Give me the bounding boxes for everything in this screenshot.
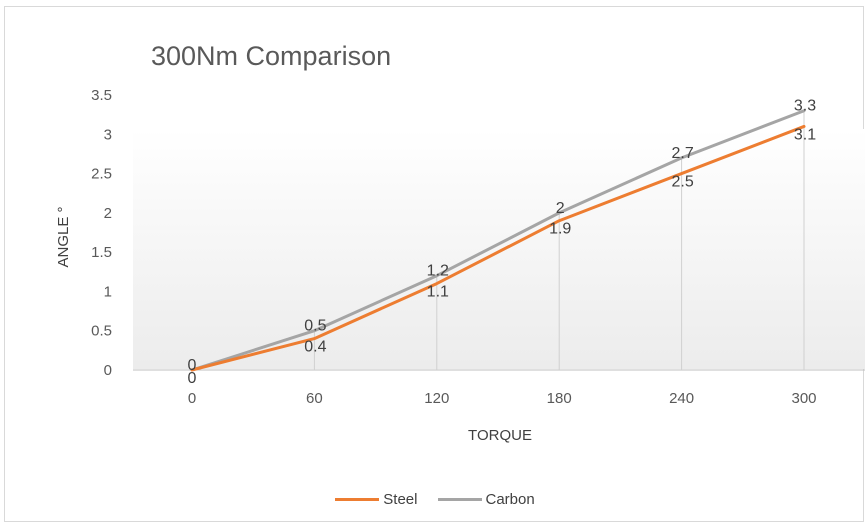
data-label-carbon: 3.3	[794, 98, 816, 115]
chart-plot-area: 0 0.4 1.1 1.9 2.5 3.1 0 0.5 1.2 2 2.7 3.3 0 0.5 1 1.5 2…	[55, 87, 865, 444]
data-label-carbon: 0.5	[304, 318, 326, 335]
plot-background	[133, 129, 865, 369]
chart-title: 300Nm Comparison	[151, 41, 392, 71]
data-label-carbon: 2.7	[671, 145, 693, 162]
chart-legend: Steel Carbon	[5, 491, 865, 508]
legend-swatch	[335, 498, 380, 501]
y-tick-label: 3	[104, 126, 112, 143]
data-label-steel: 0.4	[304, 339, 326, 356]
series-line-carbon	[190, 109, 806, 372]
legend-label: Carbon	[485, 491, 535, 508]
legend-item-carbon: Carbon	[437, 491, 535, 508]
data-label-carbon: 0	[188, 357, 197, 374]
x-tick-label: 180	[547, 390, 572, 407]
data-label-steel: 3.1	[794, 126, 816, 143]
x-tick-label: 0	[188, 390, 196, 407]
data-label-steel: 1.1	[427, 284, 449, 301]
data-label-carbon: 2	[556, 200, 565, 217]
y-tick-label: 3.5	[91, 87, 112, 104]
data-label-steel: 1.9	[549, 221, 571, 238]
data-label-steel: 0	[188, 370, 197, 387]
y-axis-title: ANGLE °	[55, 206, 72, 267]
y-tick-label: 0	[104, 362, 112, 379]
x-axis-title: TORQUE	[468, 427, 532, 444]
legend-swatch	[437, 498, 482, 501]
x-tick-label: 300	[791, 390, 816, 407]
x-tick-label: 240	[669, 390, 694, 407]
chart-frame: 300Nm Comparison 0 0.4 1.1 1.9 2.5 3.1 0 0.5 1.2…	[4, 6, 865, 522]
y-tick-label: 1.5	[91, 244, 112, 261]
legend-item-steel: Steel	[335, 491, 418, 508]
series-line-steel	[190, 124, 806, 372]
y-tick-label: 2	[104, 205, 112, 222]
x-tick-label: 60	[306, 390, 323, 407]
y-tick-label: 0.5	[91, 323, 112, 340]
data-label-carbon: 1.2	[427, 263, 449, 280]
legend-label: Steel	[383, 491, 418, 508]
y-tick-label: 1	[104, 283, 112, 300]
y-tick-label: 2.5	[91, 166, 112, 183]
x-tick-label: 120	[424, 390, 449, 407]
data-label-steel: 2.5	[671, 174, 693, 191]
